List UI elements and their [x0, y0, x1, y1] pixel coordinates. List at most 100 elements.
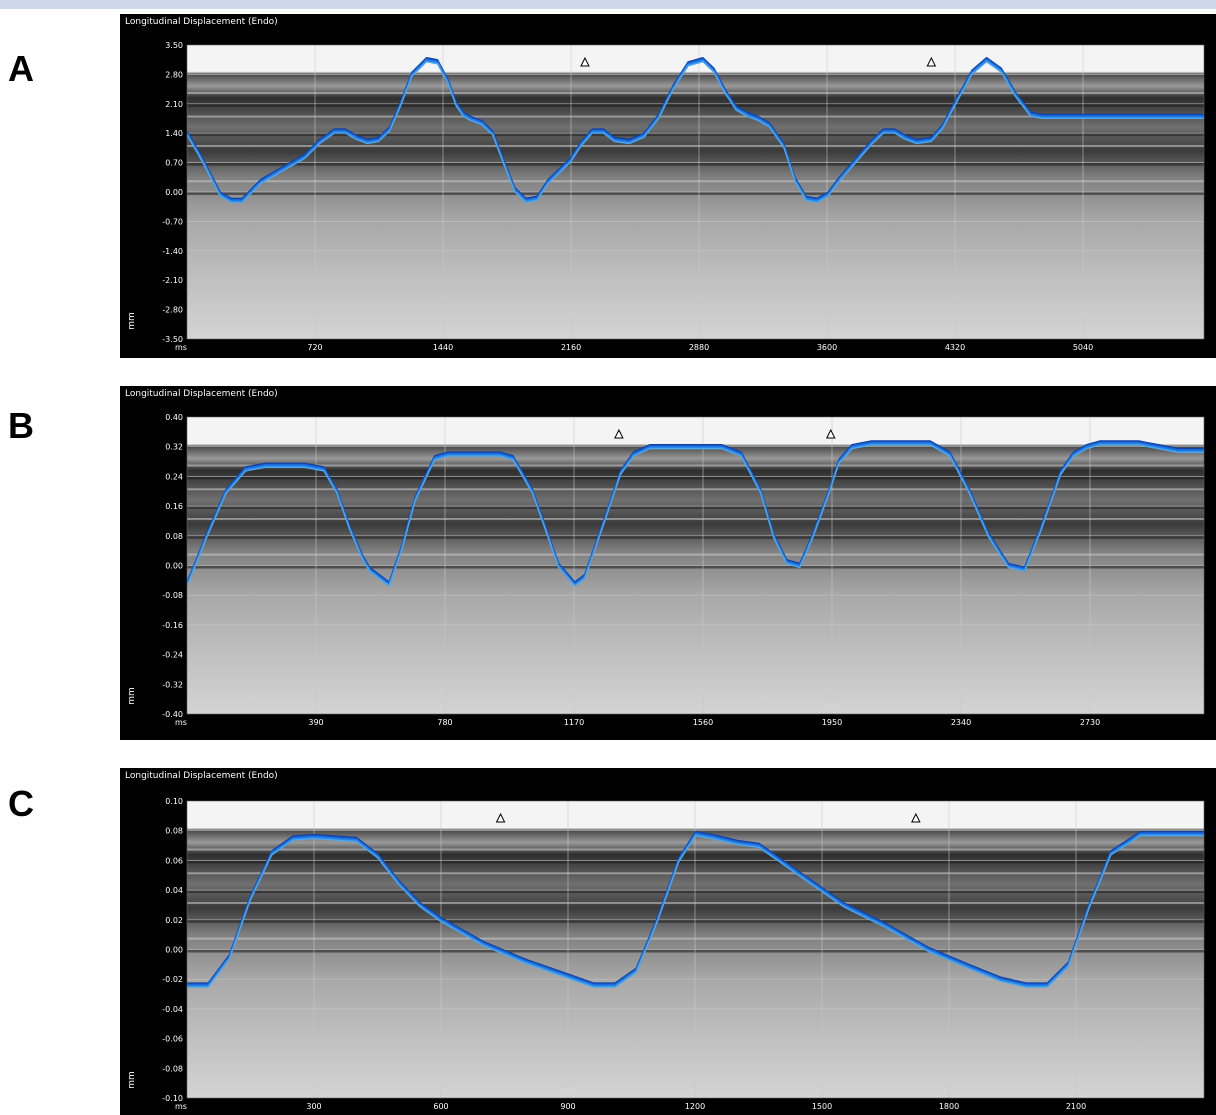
series-line	[187, 444, 1204, 587]
y-tick-label: -0.04	[162, 1005, 183, 1014]
echo-band	[187, 180, 1204, 183]
y-tick-label: 0.70	[165, 159, 183, 168]
event-marker-icon	[495, 812, 506, 823]
echo-band	[187, 488, 1204, 491]
x-tick-label: 900	[560, 1102, 575, 1111]
y-tick-label: -0.08	[162, 1064, 183, 1073]
y-tick-label: 0.06	[165, 856, 183, 865]
x-tick-label: 1500	[812, 1102, 832, 1111]
x-tick-label: 1200	[685, 1102, 705, 1111]
x-tick-label: 390	[308, 718, 323, 727]
event-marker-icon	[825, 428, 836, 439]
x-tick-label: 1440	[433, 343, 453, 352]
x-tick-label: 780	[437, 718, 452, 727]
y-tick-label: 0.24	[165, 472, 183, 481]
y-tick-label: 0.08	[165, 532, 183, 541]
y-tick-label: 0.40	[165, 413, 183, 422]
series-group	[187, 440, 1204, 587]
y-tick-label: 2.80	[165, 70, 183, 79]
echo-band	[187, 901, 1204, 904]
y-tick-label: -0.70	[162, 217, 183, 226]
echo-band	[187, 919, 1204, 923]
series-line	[187, 835, 1204, 988]
series-line	[187, 61, 1204, 204]
panel-label-b: B	[8, 405, 34, 446]
echo-band	[187, 192, 1204, 195]
chart-title: Longitudinal Displacement (Endo)	[125, 17, 278, 27]
echo-band	[187, 103, 1204, 107]
series-group	[187, 57, 1204, 204]
x-tick-label: 2340	[951, 718, 971, 727]
chart-panel-a: Longitudinal Displacement (Endo) 3.50 2.8…	[120, 14, 1216, 358]
x-tick-label: 5040	[1073, 343, 1093, 352]
x-tick-label: 1800	[939, 1102, 959, 1111]
echo-band	[187, 872, 1204, 875]
x-tick-label: 4320	[945, 343, 965, 352]
y-tick-label: -0.32	[162, 680, 183, 689]
echo-band	[187, 144, 1204, 147]
x-tick-label: 600	[433, 1102, 448, 1111]
x-tick-label: 2160	[561, 343, 581, 352]
y-tick-label: -0.08	[162, 591, 183, 600]
echo-band	[187, 535, 1204, 539]
top-bar	[0, 0, 1216, 9]
x-tick-label: 2880	[689, 343, 709, 352]
x-tick-label: 2730	[1080, 718, 1100, 727]
x-tick-label: 1950	[822, 718, 842, 727]
echo-band	[187, 115, 1204, 118]
y-axis-label: mm	[127, 687, 137, 705]
echo-band	[187, 860, 1204, 864]
echo-band	[187, 565, 1204, 569]
echo-band	[187, 949, 1204, 953]
plot-border	[186, 800, 1205, 1099]
y-tick-label: 0.02	[165, 916, 183, 925]
event-marker-icon	[614, 428, 624, 439]
y-tick-label: -3.50	[162, 335, 183, 344]
plot-border	[186, 44, 1205, 340]
chart-svg: 0.40 0.32 0.24 0.16 0.08 0.00 -0.08 -0.16 -0.24 -…	[127, 413, 1205, 727]
y-axis-label: mm	[127, 1071, 137, 1089]
x-tick-label: 1170	[564, 718, 584, 727]
x-axis-label: ms	[175, 718, 187, 727]
y-tick-label: -0.02	[162, 975, 183, 984]
y-axis-label: mm	[127, 312, 137, 330]
y-tick-label: -0.06	[162, 1035, 183, 1044]
series-group	[187, 831, 1204, 988]
y-tick-label: -1.40	[162, 247, 183, 256]
x-tick-label: 3600	[817, 343, 837, 352]
echo-band	[187, 162, 1204, 166]
chart-title: Longitudinal Displacement (Endo)	[125, 771, 278, 781]
y-tick-label: 0.32	[165, 443, 183, 452]
y-tick-label: 2.10	[165, 100, 183, 109]
echo-band	[187, 464, 1204, 467]
y-tick-label: 0.04	[165, 886, 183, 895]
plot-border	[186, 416, 1205, 715]
event-marker-icon	[580, 56, 590, 67]
y-tick-label: -2.80	[162, 306, 183, 315]
x-tick-label: 300	[306, 1102, 321, 1111]
x-tick-label: 1560	[693, 718, 713, 727]
echo-band	[187, 848, 1204, 851]
chart-svg: 3.50 2.80 2.10 1.40 0.70 0.00 -0.70 -1.40 -2.10 -…	[127, 41, 1205, 352]
y-tick-label: -2.10	[162, 276, 183, 285]
chart-svg: 0.10 0.08 0.06 0.04 0.02 0.00 -0.02 -0.04 -0.06 -…	[127, 797, 1205, 1111]
event-marker-icon	[926, 56, 937, 67]
panel-label-c: C	[8, 783, 34, 824]
echo-band	[187, 92, 1204, 95]
x-axis-label: ms	[175, 1102, 187, 1111]
echo-band	[187, 937, 1204, 940]
chart-panel-b: Longitudinal Displacement (Endo) 0.40 0.3…	[120, 386, 1216, 740]
y-tick-label: -0.24	[162, 651, 183, 660]
y-tick-label: 3.50	[165, 41, 183, 50]
chart-title: Longitudinal Displacement (Endo)	[125, 389, 278, 399]
y-tick-label: -0.40	[162, 710, 183, 719]
chart-panel-c: Longitudinal Displacement (Endo) 0.10 0.0…	[120, 768, 1216, 1115]
echo-band	[187, 890, 1204, 894]
y-tick-label: -0.10	[162, 1094, 183, 1103]
echo-band	[187, 476, 1204, 480]
echo-band	[187, 553, 1204, 556]
panel-label-a: A	[8, 48, 34, 89]
y-tick-label: 0.08	[165, 827, 183, 836]
x-tick-label: 2100	[1066, 1102, 1086, 1111]
echo-band	[187, 133, 1204, 137]
